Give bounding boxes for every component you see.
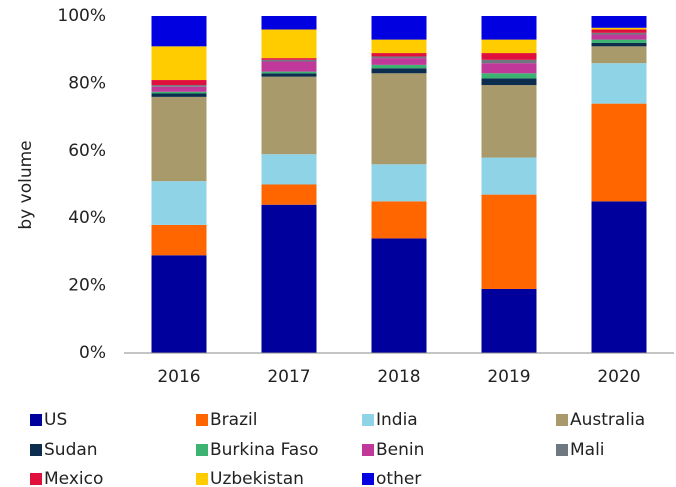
y-axis-label: by volume xyxy=(16,140,36,229)
x-tick-label: 2017 xyxy=(267,367,310,387)
bar-segment xyxy=(261,29,317,59)
bar-segment xyxy=(371,64,427,69)
y-tick-label: 20% xyxy=(68,276,106,296)
legend-label: Benin xyxy=(376,440,424,460)
bar-segment xyxy=(481,157,537,195)
bar-segment xyxy=(591,39,647,43)
bar-segment xyxy=(261,59,317,62)
legend-swatch xyxy=(362,473,374,485)
legend-label: other xyxy=(376,469,421,487)
bar-segment xyxy=(371,68,427,74)
legend-swatch xyxy=(30,444,42,456)
y-tick-label: 100% xyxy=(57,6,106,26)
bar-segment xyxy=(591,29,647,33)
legend-label: Mexico xyxy=(44,469,103,487)
bar-segment xyxy=(261,184,317,205)
bar-segment xyxy=(371,201,427,239)
bar-segment xyxy=(481,194,537,289)
legend-swatch xyxy=(362,414,374,426)
y-tick-label: 40% xyxy=(68,208,106,228)
bar-segment xyxy=(371,164,427,202)
bar-segment xyxy=(591,63,647,104)
legend-swatch xyxy=(556,444,568,456)
bar-segment xyxy=(261,154,317,185)
bar-segment xyxy=(151,80,207,86)
legend-swatch xyxy=(196,444,208,456)
bar-segment xyxy=(591,42,647,47)
bar-segment xyxy=(151,86,207,92)
bar-segment xyxy=(481,78,537,86)
bar-segment xyxy=(481,59,537,64)
bar-segment xyxy=(481,73,537,79)
bar-segment xyxy=(591,103,647,202)
bar-segment xyxy=(151,96,207,182)
bar-segment xyxy=(261,73,317,77)
bar-segment xyxy=(371,56,427,59)
legend-label: Sudan xyxy=(44,440,98,460)
x-tick-label: 2020 xyxy=(597,367,640,387)
bar-segment xyxy=(481,288,537,353)
bar-segment xyxy=(371,53,427,57)
legend-label: Mali xyxy=(570,440,605,460)
bar-segment xyxy=(591,16,647,28)
bar-segment xyxy=(261,76,317,155)
x-tick-label: 2016 xyxy=(157,367,200,387)
legend-label: India xyxy=(376,410,418,430)
bar-segment xyxy=(261,16,317,30)
bar-segment xyxy=(371,58,427,65)
legend-swatch xyxy=(556,414,568,426)
bar-segment xyxy=(371,73,427,165)
bar-segment xyxy=(481,85,537,158)
bar-segment xyxy=(151,16,207,47)
x-tick-label: 2019 xyxy=(487,367,530,387)
bar-segment xyxy=(151,85,207,87)
bar-segment xyxy=(151,255,207,353)
bar-segment xyxy=(591,32,647,35)
legend-swatch xyxy=(196,414,208,426)
bar-segment xyxy=(261,61,317,72)
bar-segment xyxy=(481,53,537,60)
legend-label: Australia xyxy=(570,410,645,430)
bar-segment xyxy=(591,46,647,64)
bar-segment xyxy=(151,91,207,94)
bar-segment xyxy=(261,204,317,353)
bar-segment xyxy=(481,16,537,40)
bar-segment xyxy=(151,46,207,81)
y-tick-label: 0% xyxy=(79,343,106,363)
bar-segment xyxy=(591,27,647,30)
bar-segment xyxy=(371,16,427,40)
legend-label: US xyxy=(44,410,67,430)
bar-segment xyxy=(261,71,317,74)
legend-swatch xyxy=(196,473,208,485)
bar-segment xyxy=(481,39,537,54)
bar-segment xyxy=(371,238,427,353)
legend-swatch xyxy=(30,473,42,485)
bar-segment xyxy=(481,63,537,74)
bar-segment xyxy=(591,34,647,40)
legend-swatch xyxy=(362,444,374,456)
bar-segment xyxy=(371,39,427,54)
legend-label: Uzbekistan xyxy=(210,469,304,487)
legend-swatch xyxy=(30,414,42,426)
bar-segment xyxy=(151,224,207,256)
legend-label: Brazil xyxy=(210,410,257,430)
y-tick-label: 60% xyxy=(68,141,106,161)
x-tick-label: 2018 xyxy=(377,367,420,387)
y-tick-label: 80% xyxy=(68,73,106,93)
bar-segment xyxy=(591,201,647,353)
bar-segment xyxy=(261,58,317,60)
bar-segment xyxy=(151,93,207,97)
legend-label: Burkina Faso xyxy=(210,440,318,460)
bar-segment xyxy=(151,181,207,225)
